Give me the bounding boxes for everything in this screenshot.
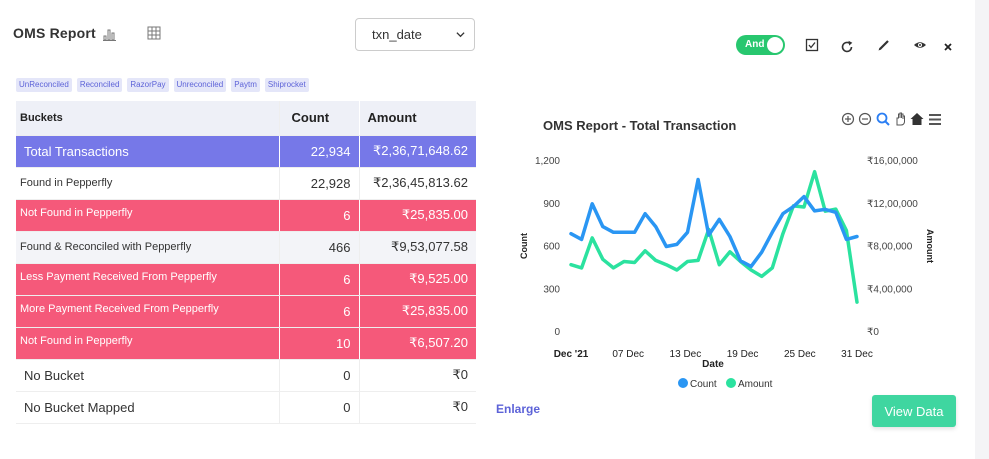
close-icon[interactable] — [941, 40, 955, 54]
filter-tag[interactable]: Unreconciled — [173, 78, 227, 92]
filter-tag[interactable]: UnReconciled — [16, 78, 72, 92]
bucket-cell: Not Found in Pepperfly — [16, 199, 279, 232]
enlarge-link[interactable]: Enlarge — [496, 402, 541, 416]
table-row: No Bucket Mapped 0 ₹0 — [16, 391, 476, 424]
filter-tag[interactable]: Shiprocket — [264, 78, 309, 92]
amount-cell: ₹0 — [358, 359, 476, 392]
amount-cell: ₹0 — [358, 391, 476, 424]
x-tick-label: 07 Dec — [612, 349, 644, 360]
table-row: Total Transactions 22,934 ₹2,36,71,648.62 — [16, 135, 476, 168]
series-line-count — [569, 177, 859, 269]
y-tick-label: 900 — [543, 199, 560, 210]
legend-label-amount: Amount — [738, 379, 773, 390]
chart-title: OMS Report - Total Transaction — [543, 118, 737, 133]
pencil-icon[interactable] — [877, 38, 891, 52]
x-tick-label: 19 Dec — [727, 349, 759, 360]
bucket-cell: No Bucket — [16, 359, 279, 392]
table-row: No Bucket 0 ₹0 — [16, 359, 476, 392]
y2-tick-label: ₹16,00,000 — [867, 156, 918, 167]
count-cell: 466 — [278, 231, 359, 264]
table-header-row: Buckets Count Amount — [16, 101, 476, 136]
zoom-in-icon[interactable] — [841, 112, 855, 126]
chart-toolbar — [841, 112, 941, 126]
column-header-buckets: Buckets — [16, 101, 279, 136]
legend-label-count: Count — [690, 379, 717, 390]
bucket-cell: Less Payment Received From Pepperfly — [16, 263, 279, 296]
view-data-button[interactable]: View Data — [872, 395, 956, 427]
x-axis-title: Date — [702, 359, 724, 370]
y2-axis-title: Amount — [925, 229, 935, 263]
amount-cell: ₹6,507.20 — [358, 327, 476, 360]
bucket-cell: Not Found in Pepperfly — [16, 327, 279, 360]
bucket-cell: No Bucket Mapped — [16, 391, 279, 424]
count-cell: 22,934 — [278, 135, 359, 168]
x-tick-label: 31 Dec — [841, 349, 873, 360]
amount-cell: ₹9,525.00 — [358, 263, 476, 296]
table-row: Found in Pepperfly 22,928 ₹2,36,45,813.62 — [16, 167, 476, 200]
amount-cell: ₹2,36,71,648.62 — [358, 135, 476, 168]
column-header-amount: Amount — [358, 101, 476, 136]
magnifier-icon[interactable] — [876, 112, 890, 126]
refresh-icon[interactable] — [840, 40, 854, 54]
checkbox-icon[interactable] — [805, 38, 819, 52]
toggle-label: And — [745, 39, 765, 50]
count-cell: 0 — [278, 359, 359, 392]
amount-cell: ₹25,835.00 — [358, 199, 476, 232]
y2-tick-label: ₹8,00,000 — [867, 242, 913, 253]
buckets-table: Buckets Count Amount Total Transactions 2… — [16, 101, 476, 424]
y-tick-label: 0 — [554, 327, 560, 338]
legend-marker-amount — [726, 378, 736, 388]
y2-tick-label: ₹12,00,000 — [867, 199, 918, 210]
menu-icon[interactable] — [929, 114, 941, 125]
y-tick-label: 600 — [543, 242, 560, 253]
eye-icon[interactable] — [913, 38, 927, 52]
amount-cell: ₹25,835.00 — [358, 295, 476, 328]
date-field-value: txn_date — [372, 27, 422, 42]
bucket-cell: More Payment Received From Pepperfly — [16, 295, 279, 328]
table-row: Not Found in Pepperfly 10 ₹6,507.20 — [16, 327, 476, 360]
count-cell: 6 — [278, 295, 359, 328]
page-edge — [975, 0, 989, 459]
date-field-select[interactable]: txn_date — [355, 18, 475, 51]
x-tick-label: 25 Dec — [784, 349, 816, 360]
y-tick-label: 1,200 — [535, 156, 560, 167]
and-toggle[interactable]: And — [736, 35, 785, 55]
y-tick-label: 300 — [543, 284, 560, 295]
table-row: More Payment Received From Pepperfly 6 ₹25… — [16, 295, 476, 328]
bucket-cell: Total Transactions — [16, 135, 279, 168]
filter-tags: UnReconciled Reconciled RazorPay Unrecon… — [16, 78, 309, 92]
pan-hand-icon[interactable] — [896, 112, 905, 126]
chevron-down-icon — [456, 32, 465, 38]
filter-tag[interactable]: Reconciled — [76, 78, 123, 92]
legend-marker-count — [678, 378, 688, 388]
bucket-cell: Found & Reconciled with Pepperfly — [16, 231, 279, 264]
page-title: OMS Report — [13, 25, 96, 41]
table-row: Not Found in Pepperfly 6 ₹25,835.00 — [16, 199, 476, 232]
amount-cell: ₹9,53,077.58 — [358, 231, 476, 264]
table-row: Found & Reconciled with Pepperfly 466 ₹9,5… — [16, 231, 476, 264]
zoom-out-icon[interactable] — [858, 112, 872, 126]
count-cell: 22,928 — [278, 167, 359, 200]
x-tick-label: Dec '21 — [554, 349, 589, 360]
column-header-count: Count — [278, 101, 359, 136]
y2-tick-label: ₹4,00,000 — [867, 284, 913, 295]
amount-cell: ₹2,36,45,813.62 — [358, 167, 476, 200]
y2-tick-label: ₹0 — [867, 327, 879, 338]
x-tick-label: 13 Dec — [670, 349, 702, 360]
filter-tag[interactable]: Paytm — [231, 78, 260, 92]
bucket-cell: Found in Pepperfly — [16, 167, 279, 200]
table-icon[interactable] — [147, 26, 161, 40]
count-cell: 6 — [278, 199, 359, 232]
count-cell: 10 — [278, 327, 359, 360]
table-row: Less Payment Received From Pepperfly 6 ₹9,… — [16, 263, 476, 296]
y-axis-title: Count — [519, 233, 529, 259]
toggle-knob — [767, 37, 783, 53]
series-line-amount — [569, 169, 859, 304]
count-cell: 6 — [278, 263, 359, 296]
filter-tag[interactable]: RazorPay — [127, 78, 169, 92]
home-icon[interactable] — [910, 113, 924, 125]
count-cell: 0 — [278, 391, 359, 424]
bar-chart-icon[interactable] — [103, 27, 117, 41]
